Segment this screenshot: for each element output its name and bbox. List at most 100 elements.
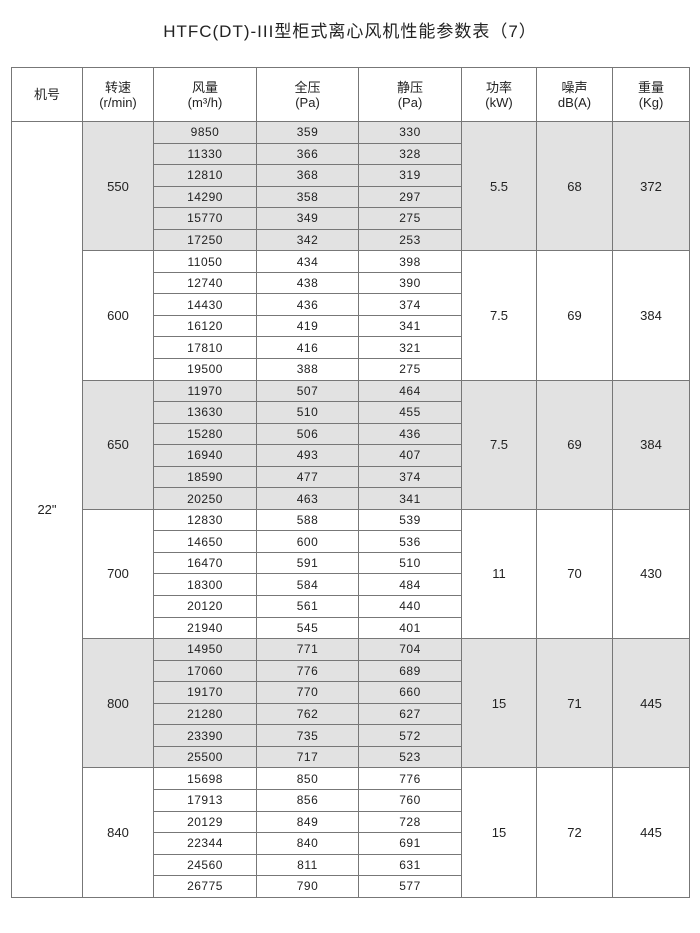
table-row: 11330 366 328 (12, 142, 690, 166)
total-pressure-cell: 840 (256, 832, 359, 855)
header-unit: (r/min) (99, 94, 137, 110)
airflow-cell: 16940 (153, 444, 257, 467)
static-pressure-cell: 275 (358, 207, 462, 230)
airflow-cell: 19170 (153, 681, 257, 704)
airflow-cell: 17250 (153, 228, 257, 252)
noise-cell: 68 (536, 120, 613, 252)
airflow-cell: 24560 (153, 853, 257, 877)
table-row: 18590 477 374 (12, 465, 690, 489)
header-model: 机号 (11, 67, 83, 122)
header-unit: (m³/h) (187, 94, 223, 110)
header-power: 功率 (kW) (461, 67, 537, 122)
static-pressure-cell: 510 (358, 551, 462, 575)
header-label: 静压 (396, 79, 423, 95)
static-pressure-cell: 572 (358, 724, 462, 747)
power-cell: 15 (461, 638, 537, 769)
header-unit: (Pa) (295, 94, 320, 110)
header-speed: 转速 (r/min) (82, 67, 154, 122)
static-pressure-cell: 776 (358, 767, 462, 790)
airflow-cell: 18300 (153, 573, 257, 597)
static-pressure-cell: 390 (358, 271, 462, 295)
header-label: 风量 (191, 79, 218, 95)
total-pressure-cell: 506 (256, 422, 359, 446)
airflow-cell: 20120 (153, 595, 257, 618)
total-pressure-cell: 366 (256, 142, 359, 166)
table-row: 16120 419 341 (12, 314, 690, 338)
airflow-cell: 12740 (153, 271, 257, 295)
table-row: 12740 438 390 (12, 271, 690, 295)
total-pressure-cell: 358 (256, 185, 359, 209)
static-pressure-cell: 341 (358, 314, 462, 338)
power-cell: 5.5 (461, 120, 537, 252)
static-pressure-cell: 577 (358, 875, 462, 898)
table-row: 22344 840 691 (12, 832, 690, 855)
total-pressure-cell: 849 (256, 810, 359, 834)
noise-cell: 70 (536, 508, 613, 640)
static-pressure-cell: 627 (358, 702, 462, 726)
airflow-cell: 17913 (153, 788, 257, 812)
total-pressure-cell: 776 (256, 659, 359, 683)
total-pressure-cell: 811 (256, 853, 359, 877)
header-noise: 噪声 dB(A) (536, 67, 613, 122)
airflow-cell: 16470 (153, 551, 257, 575)
weight-cell: 430 (612, 508, 690, 640)
total-pressure-cell: 856 (256, 788, 359, 812)
power-cell: 7.5 (461, 250, 537, 381)
airflow-cell: 17810 (153, 336, 257, 360)
noise-cell: 69 (536, 250, 613, 381)
power-cell: 15 (461, 767, 537, 898)
table-row: 21280 762 627 (12, 702, 690, 726)
total-pressure-cell: 790 (256, 875, 359, 898)
table-row: 26775 790 577 (12, 875, 690, 898)
table-row: 16940 493 407 (12, 444, 690, 467)
airflow-cell: 20250 (153, 487, 257, 510)
page-title: HTFC(DT)-III型柜式离心风机性能参数表（7） (163, 22, 537, 41)
speed-cell: 700 (82, 508, 154, 640)
airflow-cell: 14290 (153, 185, 257, 209)
static-pressure-cell: 328 (358, 142, 462, 166)
airflow-cell: 21280 (153, 702, 257, 726)
header-row: 机号 转速 (r/min) 风量 (m³/h) 全压 (Pa) 静压 (Pa) 功率 (kW) 噪声 d… (11, 67, 690, 122)
static-pressure-cell: 660 (358, 681, 462, 704)
airflow-cell: 14950 (153, 638, 257, 661)
airflow-cell: 19500 (153, 358, 257, 381)
total-pressure-cell: 588 (256, 508, 359, 532)
header-label: 转速 (104, 79, 131, 95)
airflow-cell: 17060 (153, 659, 257, 683)
static-pressure-cell: 275 (358, 358, 462, 381)
table-row: 800 14950 771 704 15 71 445 (12, 638, 690, 769)
header-label: 全压 (294, 79, 321, 95)
header-static-pressure: 静压 (Pa) (358, 67, 462, 122)
total-pressure-cell: 507 (256, 379, 359, 403)
static-pressure-cell: 691 (358, 832, 462, 855)
header-unit: (Pa) (397, 94, 423, 110)
airflow-cell: 13630 (153, 401, 257, 424)
table-row: 600 11050 434 398 7.5 69 384 (12, 250, 690, 381)
airflow-cell: 21940 (153, 616, 257, 640)
weight-cell: 384 (612, 250, 690, 381)
static-pressure-cell: 455 (358, 401, 462, 424)
total-pressure-cell: 493 (256, 444, 359, 467)
static-pressure-cell: 319 (358, 164, 462, 187)
header-unit: (kW) (485, 94, 513, 110)
static-pressure-cell: 704 (358, 638, 462, 661)
weight-cell: 384 (612, 379, 690, 510)
total-pressure-cell: 561 (256, 595, 359, 618)
airflow-cell: 14430 (153, 293, 257, 316)
table-row: 16470 591 510 (12, 551, 690, 575)
table-row: 22" 550 9850 359 330 5.5 68 372 (11, 120, 690, 898)
total-pressure-cell: 388 (256, 358, 359, 381)
airflow-cell: 11330 (153, 142, 257, 166)
total-pressure-cell: 771 (256, 638, 359, 661)
airflow-cell: 18590 (153, 465, 257, 489)
total-pressure-cell: 591 (256, 551, 359, 575)
static-pressure-cell: 374 (358, 293, 462, 316)
airflow-cell: 15770 (153, 207, 257, 230)
static-pressure-cell: 374 (358, 465, 462, 489)
table-row: 20250 463 341 (12, 487, 690, 510)
power-cell: 11 (461, 508, 537, 640)
total-pressure-cell: 463 (256, 487, 359, 510)
table-row: 17250 342 253 (12, 228, 690, 252)
total-pressure-cell: 600 (256, 530, 359, 553)
total-pressure-cell: 438 (256, 271, 359, 295)
